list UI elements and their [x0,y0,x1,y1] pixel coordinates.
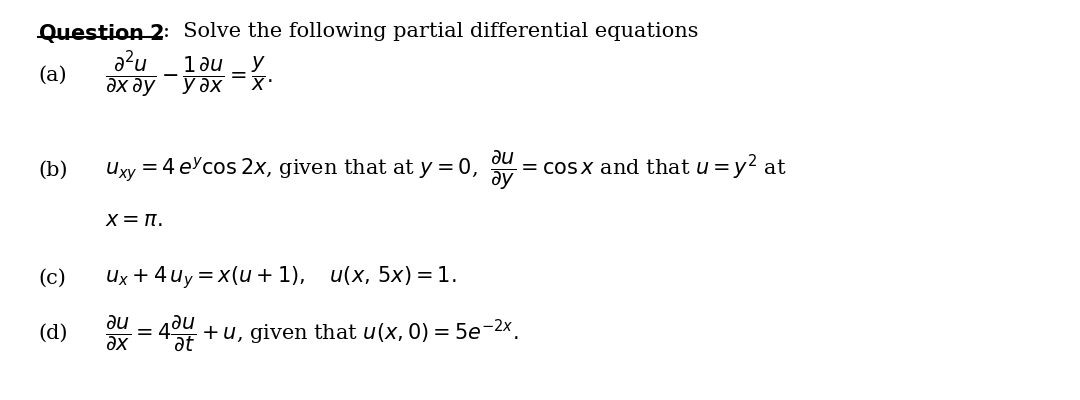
Text: (b): (b) [38,160,67,180]
Text: $u_x + 4\,u_y = x(u+1), \quad u(x,\,5x) = 1.$: $u_x + 4\,u_y = x(u+1), \quad u(x,\,5x) … [105,265,457,291]
Text: (a): (a) [38,66,67,84]
Text: $\dfrac{\partial u}{\partial x} = 4\dfrac{\partial u}{\partial t} + u$, given th: $\dfrac{\partial u}{\partial x} = 4\dfra… [105,313,518,353]
Text: :  Solve the following partial differential equations: : Solve the following partial differenti… [163,22,699,41]
Text: $\dfrac{\partial^2 u}{\partial x\,\partial y} - \dfrac{1}{y}\dfrac{\partial u}{\: $\dfrac{\partial^2 u}{\partial x\,\parti… [105,50,272,100]
Text: $x = \pi.$: $x = \pi.$ [105,210,162,230]
Text: (d): (d) [38,324,67,342]
Text: $\mathbf{Question\;2}$: $\mathbf{Question\;2}$ [38,22,164,45]
Text: (c): (c) [38,268,66,288]
Text: $u_{xy} = 4\,e^y \cos 2x$, given that at $y = 0$, $\;\dfrac{\partial u}{\partial: $u_{xy} = 4\,e^y \cos 2x$, given that at… [105,148,786,192]
